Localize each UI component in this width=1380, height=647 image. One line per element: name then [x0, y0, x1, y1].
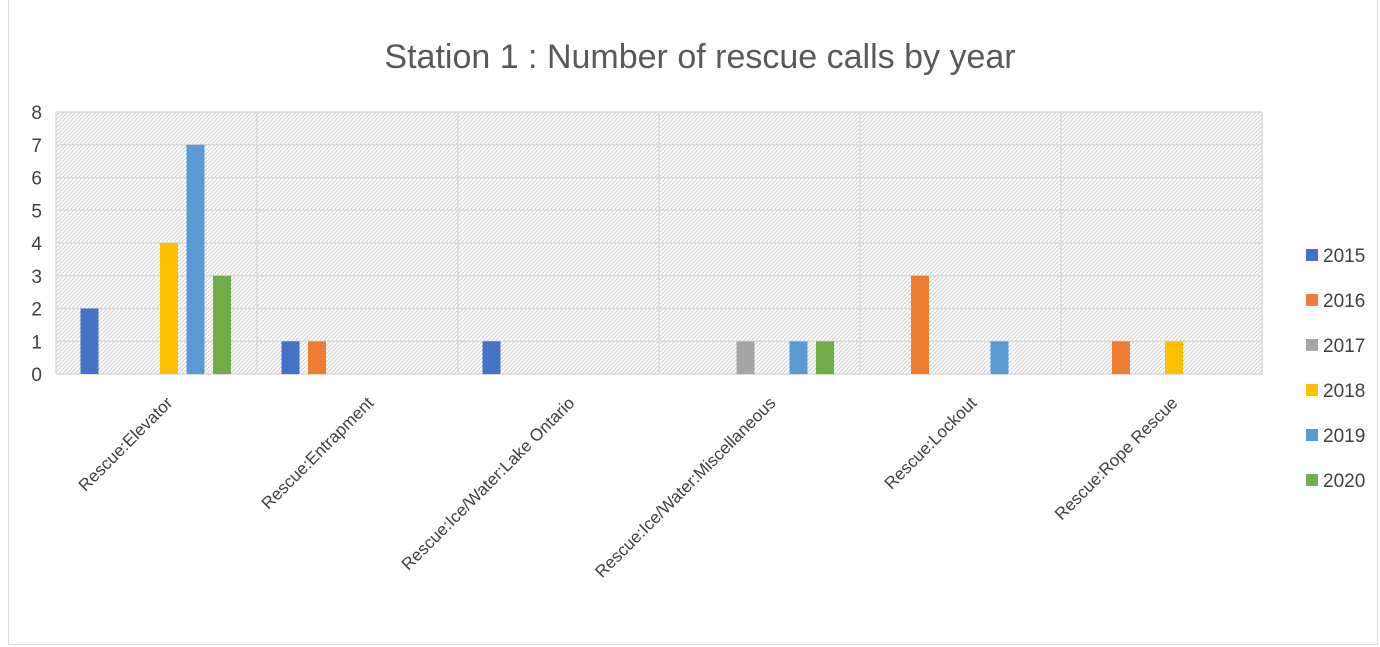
legend-label: 2020	[1323, 471, 1365, 492]
bar-2015	[80, 308, 99, 374]
x-tick-label: Rescue:Ice/Water:Lake Ontario	[398, 393, 579, 574]
x-tick-label: Rescue:Entrapment	[258, 393, 378, 513]
legend-label: 2018	[1323, 381, 1365, 402]
y-tick-label: 7	[31, 136, 42, 157]
bar-2019	[990, 341, 1009, 375]
y-axis-ticks: 0 1 2 3 4 5 6 7 8	[31, 103, 42, 386]
bar-2019	[186, 144, 205, 375]
legend-label: 2017	[1323, 336, 1365, 357]
legend: 2015 2016 2017 2018 2019 2020	[1306, 246, 1365, 492]
bars	[80, 144, 1183, 375]
legend-label: 2015	[1323, 246, 1365, 267]
y-tick-label: 1	[31, 332, 42, 353]
legend-label: 2016	[1323, 291, 1365, 312]
x-tick-label: Rescue:Ice/Water:Miscellaneous	[591, 393, 779, 581]
bar-2015	[281, 341, 300, 375]
bar-2015	[482, 341, 501, 375]
gridlines	[55, 111, 1263, 375]
legend-swatch	[1306, 249, 1318, 261]
x-tick-label: Rescue:Rope Rescue	[1051, 393, 1181, 523]
legend-swatch	[1306, 474, 1318, 486]
y-tick-label: 2	[31, 300, 42, 321]
y-tick-label: 0	[31, 365, 42, 386]
bar-2018	[1165, 341, 1183, 375]
chart-title: Station 1 : Number of rescue calls by ye…	[384, 38, 1015, 76]
legend-label: 2019	[1323, 426, 1365, 447]
bar-2018	[160, 243, 178, 374]
legend-swatch	[1306, 429, 1318, 441]
bar-2020	[816, 341, 834, 375]
bar-2020	[213, 275, 231, 375]
bar-2016	[308, 341, 326, 375]
bar-2016	[1112, 341, 1130, 375]
x-axis-labels: Rescue:Elevator Rescue:Entrapment Rescue:I…	[75, 393, 1182, 581]
x-tick-label: Rescue:Lockout	[881, 393, 981, 493]
y-tick-label: 8	[31, 103, 42, 124]
y-tick-label: 4	[31, 234, 42, 255]
bar-2019	[789, 341, 808, 375]
bar-2016	[911, 275, 929, 375]
legend-swatch	[1306, 339, 1318, 351]
y-tick-label: 5	[31, 201, 42, 222]
bar-2017	[736, 341, 755, 375]
y-tick-label: 6	[31, 169, 42, 190]
y-tick-label: 3	[31, 267, 42, 288]
legend-swatch	[1306, 294, 1318, 306]
legend-swatch	[1306, 384, 1318, 396]
x-tick-label: Rescue:Elevator	[75, 393, 177, 495]
